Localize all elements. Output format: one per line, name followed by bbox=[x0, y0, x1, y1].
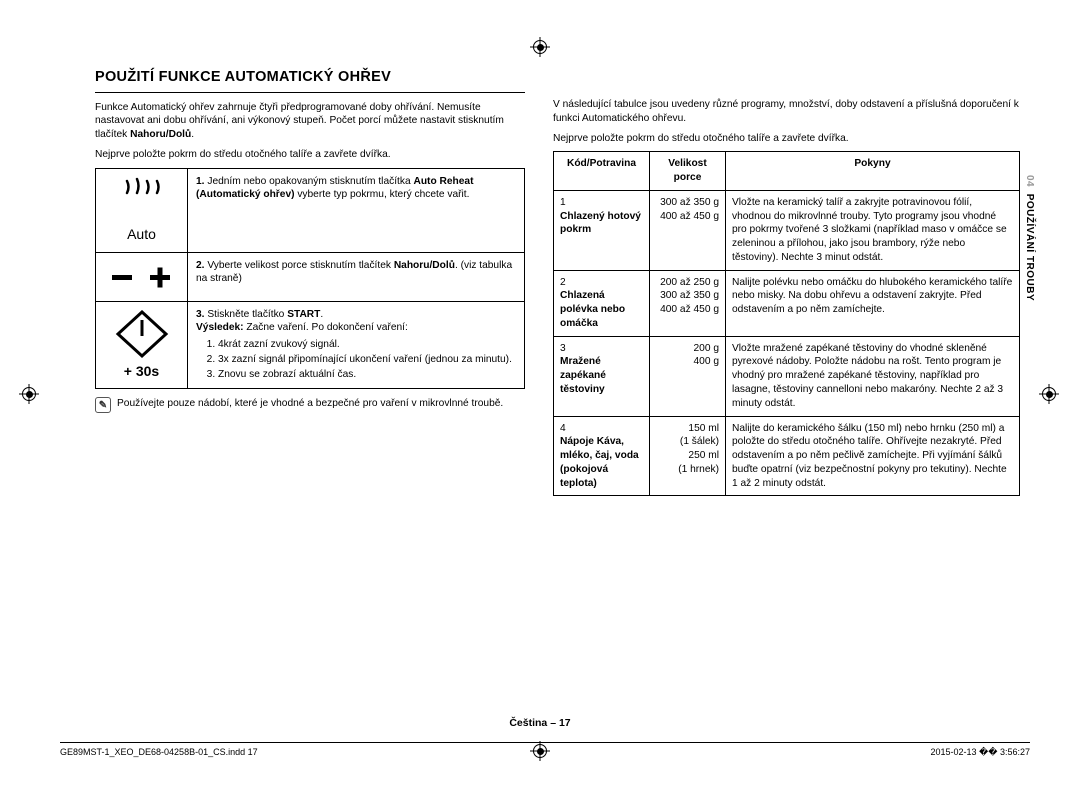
cell-instructions: Vložte mražené zapékané těstoviny do vho… bbox=[726, 336, 1020, 416]
step-bold: START bbox=[287, 309, 320, 320]
section-sidebar: 04 POUŽÍVÁNÍ TROUBY bbox=[1023, 175, 1037, 301]
cell-code: 3Mražené zapékané těstoviny bbox=[554, 336, 650, 416]
table-row: 4Nápoje Káva, mléko, čaj, voda (pokojová… bbox=[554, 416, 1020, 496]
table-row: 3Mražené zapékané těstoviny200 g400 gVlo… bbox=[554, 336, 1020, 416]
cell-instructions: Nalijte polévku nebo omáčku do hlubokého… bbox=[726, 270, 1020, 336]
note-row: ✎ Používejte pouze nádobí, které je vhod… bbox=[95, 397, 525, 413]
cell-portion: 200 až 250 g300 až 350 g400 až 450 g bbox=[650, 270, 726, 336]
right-intro-1: V následující tabulce jsou uvedeny různé… bbox=[553, 98, 1020, 126]
minus-plus-icon bbox=[106, 261, 178, 293]
sidebar-number: 04 bbox=[1024, 175, 1035, 187]
right-intro-2: Nejprve položte pokrm do středu otočného… bbox=[553, 132, 1020, 146]
left-column: POUŽITÍ FUNKCE AUTOMATICKÝ OHŘEV Funkce … bbox=[95, 68, 525, 496]
document-page: POUŽITÍ FUNKCE AUTOMATICKÝ OHŘEV Funkce … bbox=[0, 0, 1080, 526]
sidebar-title: POUŽÍVÁNÍ TROUBY bbox=[1024, 194, 1035, 301]
step-1-text: 1. Jedním nebo opakovaným stisknutím tla… bbox=[188, 168, 525, 252]
intro-paragraph-2: Nejprve položte pokrm do středu otočného… bbox=[95, 148, 525, 162]
step-text: . bbox=[320, 309, 323, 320]
result-item: 3x zazní signál připomínající ukončení v… bbox=[218, 353, 516, 367]
start-icon bbox=[114, 310, 170, 360]
intro-paragraph-1: Funkce Automatický ohřev zahrnuje čtyři … bbox=[95, 101, 525, 142]
note-text: Používejte pouze nádobí, které je vhodné… bbox=[117, 397, 503, 413]
cell-code: 2Chlazená polévka nebo omáčka bbox=[554, 270, 650, 336]
steps-table: Auto 1. Jedním nebo opakovaným stisknutí… bbox=[95, 168, 525, 390]
result-list: 4krát zazní zvukový signál. 3x zazní sig… bbox=[196, 338, 516, 381]
result-label: Výsledek: bbox=[196, 322, 244, 333]
plus30-label: + 30s bbox=[100, 362, 183, 381]
page-title: POUŽITÍ FUNKCE AUTOMATICKÝ OHŘEV bbox=[95, 68, 525, 88]
step-number: 1. bbox=[196, 176, 205, 187]
step-bold: Nahoru/Dolů bbox=[394, 260, 455, 271]
step-row-2: 2. Vyberte velikost porce stisknutím tla… bbox=[96, 252, 525, 301]
result-item: 4krát zazní zvukový signál. bbox=[218, 338, 516, 352]
auto-reheat-icon-cell: Auto bbox=[96, 168, 188, 252]
cell-code: 4Nápoje Káva, mléko, čaj, voda (pokojová… bbox=[554, 416, 650, 496]
result-item: Znovu se zobrazí aktuální čas. bbox=[218, 368, 516, 382]
page-number: Čeština – 17 bbox=[0, 716, 1080, 730]
minus-plus-icon-cell bbox=[96, 252, 188, 301]
cell-portion: 300 až 350 g400 až 450 g bbox=[650, 190, 726, 270]
auto-reheat-icon bbox=[112, 177, 172, 225]
cell-instructions: Vložte na keramický talíř a zakryjte pot… bbox=[726, 190, 1020, 270]
th-code: Kód/Potravina bbox=[554, 152, 650, 191]
cell-code: 1Chlazený hotový pokrm bbox=[554, 190, 650, 270]
table-row: 1Chlazený hotový pokrm300 až 350 g400 až… bbox=[554, 190, 1020, 270]
right-column: V následující tabulce jsou uvedeny různé… bbox=[553, 68, 1020, 496]
step-number: 3. bbox=[196, 309, 205, 320]
step-row-3: + 30s 3. Stiskněte tlačítko START. Výsle… bbox=[96, 301, 525, 389]
cell-portion: 150 ml(1 šálek)250 ml(1 hrnek) bbox=[650, 416, 726, 496]
step-text: vyberte typ pokrmu, který chcete vařit. bbox=[295, 189, 470, 200]
step-number: 2. bbox=[196, 260, 205, 271]
step-row-1: Auto 1. Jedním nebo opakovaným stisknutí… bbox=[96, 168, 525, 252]
footer-line: GE89MST-1_XEO_DE68-04258B-01_CS.indd 17 … bbox=[60, 742, 1030, 758]
intro-bold: Nahoru/Dolů bbox=[130, 129, 191, 140]
step-text: Jedním nebo opakovaným stisknutím tlačít… bbox=[207, 176, 413, 187]
step-text: Stiskněte tlačítko bbox=[207, 309, 287, 320]
heading-rule bbox=[95, 92, 525, 93]
table-header-row: Kód/Potravina Velikost porce Pokyny bbox=[554, 152, 1020, 191]
cell-portion: 200 g400 g bbox=[650, 336, 726, 416]
start-icon-cell: + 30s bbox=[96, 301, 188, 389]
th-instructions: Pokyny bbox=[726, 152, 1020, 191]
food-table: Kód/Potravina Velikost porce Pokyny 1Chl… bbox=[553, 151, 1020, 496]
step-text: Vyberte velikost porce stisknutím tlačít… bbox=[207, 260, 393, 271]
auto-label: Auto bbox=[100, 225, 183, 244]
th-portion: Velikost porce bbox=[650, 152, 726, 191]
footer-right: 2015-02-13 �� 3:56:27 bbox=[930, 746, 1030, 758]
intro-text: . bbox=[191, 129, 194, 140]
step-3-text: 3. Stiskněte tlačítko START. Výsledek: Z… bbox=[188, 301, 525, 389]
table-row: 2Chlazená polévka nebo omáčka200 až 250 … bbox=[554, 270, 1020, 336]
note-icon: ✎ bbox=[95, 397, 111, 413]
result-text: Začne vaření. Po dokončení vaření: bbox=[244, 322, 408, 333]
footer-left: GE89MST-1_XEO_DE68-04258B-01_CS.indd 17 bbox=[60, 746, 258, 758]
step-2-text: 2. Vyberte velikost porce stisknutím tla… bbox=[188, 252, 525, 301]
cell-instructions: Nalijte do keramického šálku (150 ml) ne… bbox=[726, 416, 1020, 496]
